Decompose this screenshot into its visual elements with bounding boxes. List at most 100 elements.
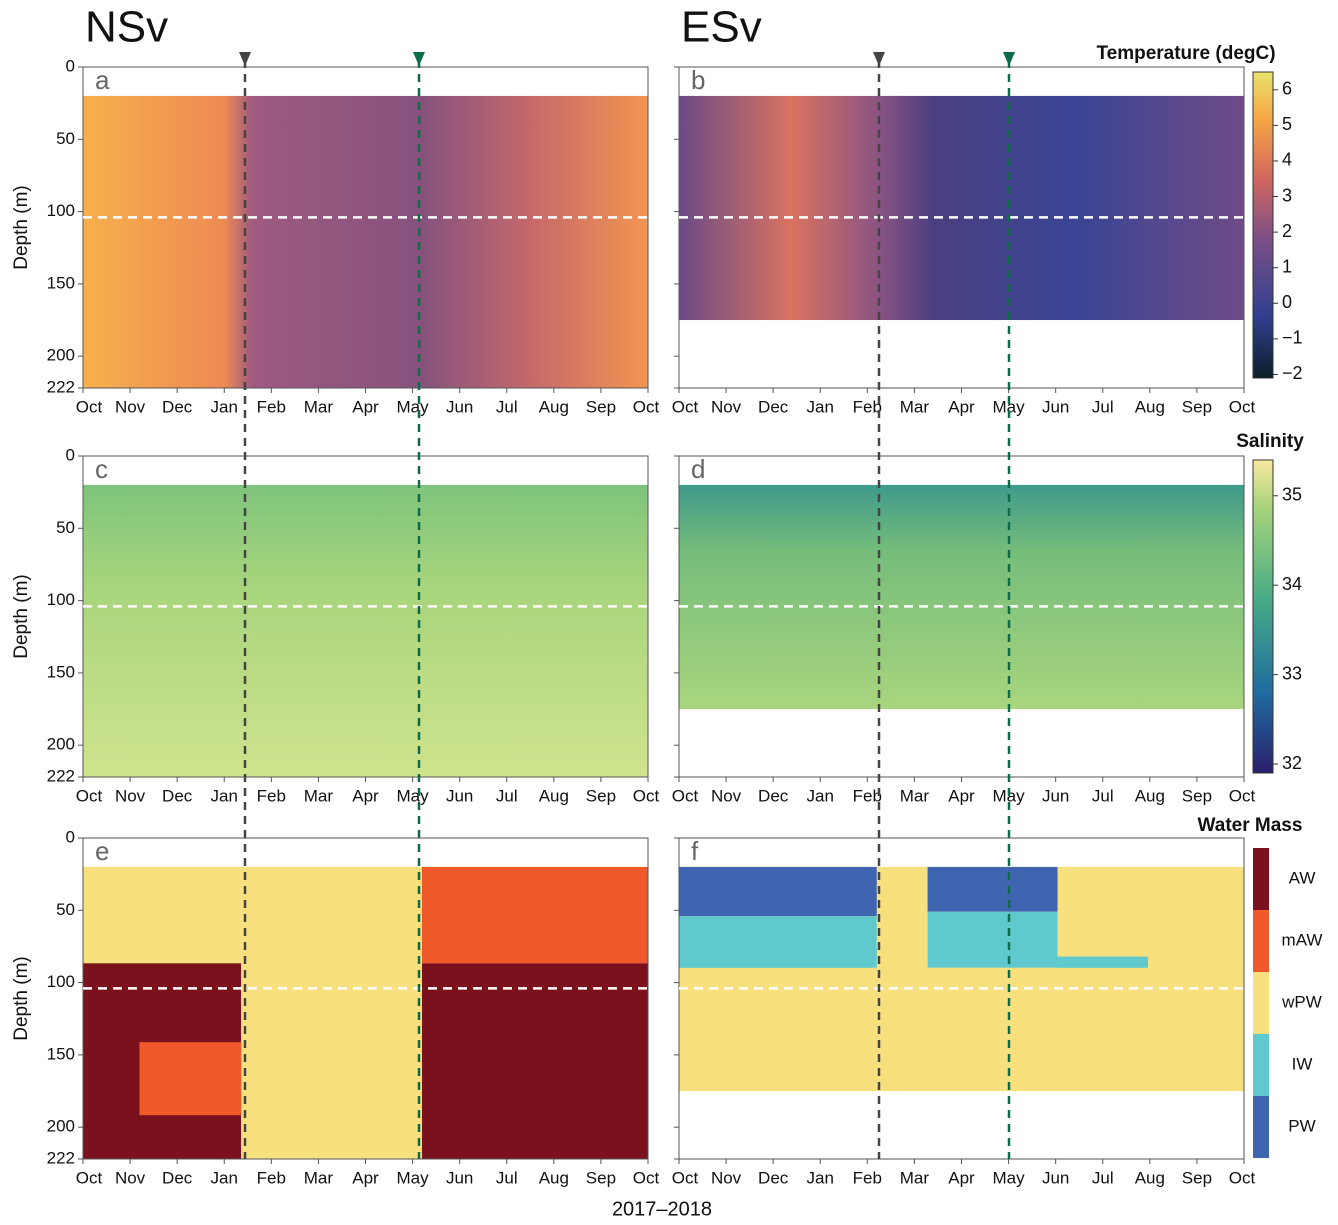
- legend-label: mAW: [1282, 930, 1323, 949]
- x-tick-label: Dec: [758, 786, 789, 805]
- x-tick-label: Jun: [446, 786, 473, 805]
- x-tick-label: Mar: [304, 786, 334, 805]
- legend-label: AW: [1289, 868, 1316, 887]
- panel-letter: f: [691, 836, 699, 866]
- y-tick-label: 0: [66, 56, 75, 75]
- x-tick-label: Aug: [539, 786, 569, 805]
- panel-letter: a: [95, 65, 110, 95]
- legend-swatch: [1253, 1096, 1269, 1158]
- x-tick-label: Aug: [1135, 786, 1165, 805]
- x-tick-label: Jan: [211, 397, 238, 416]
- legend-swatch: [1253, 848, 1269, 910]
- x-tick-label: Nov: [711, 397, 742, 416]
- x-tick-label: Jul: [496, 397, 518, 416]
- colorbar-tick-label: 34: [1282, 574, 1302, 594]
- event-arrow: [413, 52, 425, 66]
- event-arrow: [239, 52, 251, 66]
- x-tick-label: Oct: [672, 786, 699, 805]
- colorbar-tick-label: −2: [1282, 363, 1303, 383]
- colorbar-tick-label: 5: [1282, 114, 1292, 134]
- field-fill: [83, 95, 648, 389]
- x-tick-label: Oct: [76, 1168, 103, 1187]
- colorbar-tick-label: −1: [1282, 328, 1303, 348]
- x-tick-label: Dec: [162, 397, 193, 416]
- x-tick-label: Apr: [352, 786, 379, 805]
- y-tick-label: 150: [47, 1044, 75, 1063]
- water-mass-block: [422, 866, 648, 964]
- event-arrow: [873, 52, 885, 66]
- x-tick-label: Jan: [211, 786, 238, 805]
- panel-letter: b: [691, 65, 705, 95]
- temperature-title: Temperature (degC): [1096, 43, 1275, 64]
- colorbar-tick-label: 2: [1282, 221, 1292, 241]
- water-mass-block: [241, 866, 422, 1159]
- y-tick-label: 200: [47, 735, 75, 754]
- y-axis-label: Depth (m): [11, 185, 32, 269]
- x-tick-label: Mar: [304, 1168, 334, 1187]
- x-tick-label: Nov: [115, 397, 146, 416]
- panel-letter: c: [95, 454, 108, 484]
- x-tick-label: Jul: [1092, 1168, 1114, 1187]
- colorbar: [1252, 459, 1274, 774]
- x-tick-label: Aug: [539, 1168, 569, 1187]
- water-mass-block: [139, 1042, 242, 1116]
- y-tick-label: 50: [56, 518, 75, 537]
- colorbar-tick-label: 0: [1282, 292, 1292, 312]
- x-tick-label: Feb: [853, 1168, 882, 1187]
- y-tick-label: 150: [47, 273, 75, 292]
- y-tick-label: 100: [47, 972, 75, 991]
- water-mass-block: [876, 967, 1244, 1092]
- x-tick-label: Jun: [1042, 397, 1069, 416]
- colorbar-tick-label: 3: [1282, 185, 1292, 205]
- x-tick-label: Jul: [1092, 786, 1114, 805]
- x-tick-label: Oct: [76, 397, 103, 416]
- field-fill: [83, 484, 648, 777]
- x-tick-label: Mar: [900, 786, 930, 805]
- colorbar-tick-label: 35: [1282, 485, 1302, 505]
- colorbar: [1252, 71, 1274, 379]
- y-tick-label: 200: [47, 1117, 75, 1136]
- x-tick-label: Feb: [257, 397, 286, 416]
- y-tick-label: 100: [47, 590, 75, 609]
- legend-swatch: [1253, 1034, 1269, 1096]
- x-tick-label: Oct: [672, 1168, 699, 1187]
- x-tick-label: Nov: [711, 1168, 742, 1187]
- x-axis-label: 2017–2018: [612, 1198, 712, 1220]
- x-tick-label: Mar: [900, 1168, 930, 1187]
- x-tick-label: Sep: [1182, 397, 1212, 416]
- y-tick-label: 222: [47, 766, 75, 785]
- x-tick-label: Jul: [496, 786, 518, 805]
- colorbar-tick-label: 4: [1282, 150, 1292, 170]
- x-tick-label: Apr: [352, 397, 379, 416]
- x-tick-label: Oct: [1229, 1168, 1256, 1187]
- x-tick-label: Aug: [1135, 1168, 1165, 1187]
- water-mass-block: [927, 866, 1058, 912]
- x-tick-label: Apr: [948, 786, 975, 805]
- x-tick-label: Oct: [1229, 786, 1256, 805]
- legend-swatch: [1253, 972, 1269, 1034]
- legend-label: wPW: [1281, 992, 1322, 1011]
- x-tick-label: Sep: [586, 1168, 616, 1187]
- x-tick-label: Mar: [304, 397, 334, 416]
- legend-label: IW: [1292, 1054, 1313, 1073]
- x-tick-label: Dec: [162, 1168, 193, 1187]
- water-mass-block: [679, 866, 877, 917]
- x-tick-label: Nov: [711, 786, 742, 805]
- x-tick-label: Oct: [633, 397, 660, 416]
- y-tick-label: 100: [47, 201, 75, 220]
- y-tick-label: 222: [47, 377, 75, 396]
- y-axis-label: Depth (m): [11, 574, 32, 658]
- y-tick-label: 0: [66, 827, 75, 846]
- x-tick-label: Feb: [853, 786, 882, 805]
- x-tick-label: May: [993, 1168, 1026, 1187]
- x-tick-label: Jul: [496, 1168, 518, 1187]
- x-tick-label: Jun: [446, 1168, 473, 1187]
- x-tick-label: Feb: [853, 397, 882, 416]
- x-tick-label: Sep: [586, 786, 616, 805]
- y-axis-label: Depth (m): [11, 956, 32, 1040]
- field-fill: [679, 95, 1244, 321]
- x-tick-label: Dec: [758, 1168, 789, 1187]
- panel-letter: d: [691, 454, 705, 484]
- x-tick-label: Jan: [211, 1168, 238, 1187]
